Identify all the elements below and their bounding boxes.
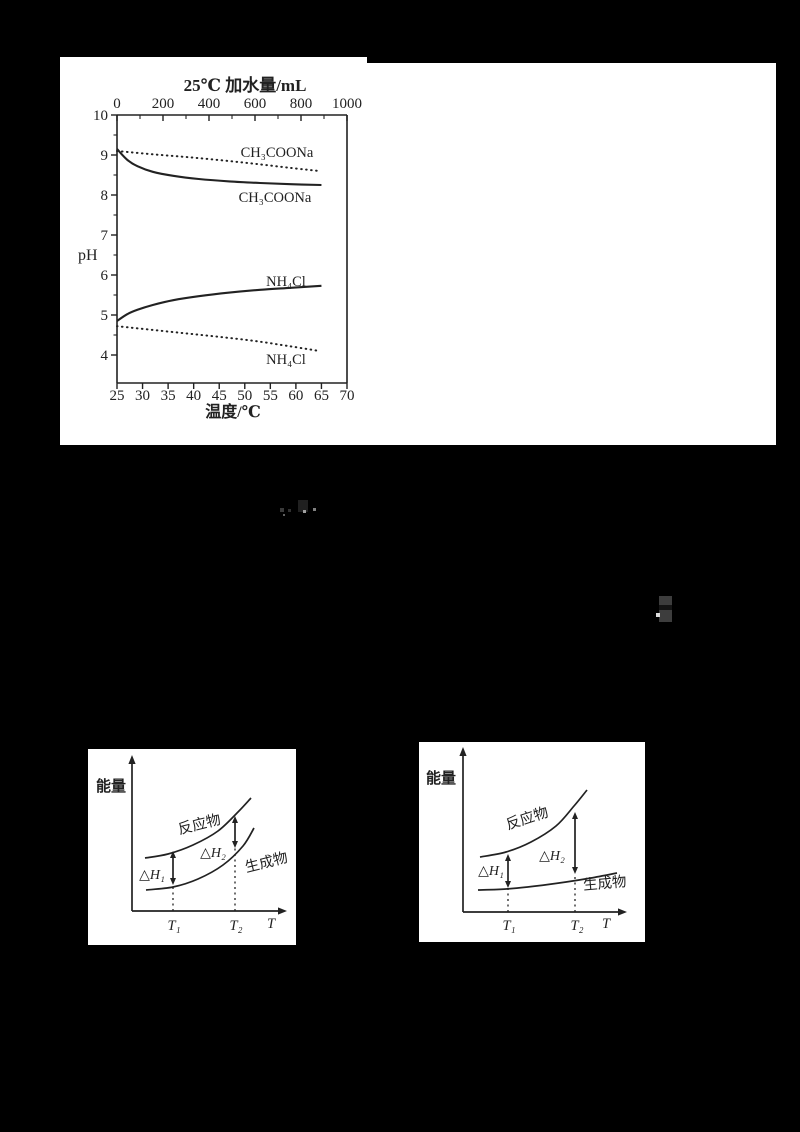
tick-label: 40 bbox=[186, 388, 201, 404]
artifact-speck bbox=[288, 509, 291, 512]
delta-h1-label: △H₁ bbox=[139, 868, 165, 883]
tick-label: 400 bbox=[198, 96, 221, 112]
ph-chart-panel: 0 200 400 600 800 1000 10 9 8 7 6 5 4 25 30 35 40 45 50 55 6… bbox=[60, 57, 776, 445]
t-axis-label: T bbox=[602, 916, 611, 932]
series-curve bbox=[116, 284, 322, 322]
tick-label: 1000 bbox=[332, 96, 362, 112]
energy-plot-layer bbox=[128, 755, 287, 915]
energy-diagram-left-svg: 能量 反应物 生成物 △H₁ △H₂ T₁ T₂ T bbox=[96, 755, 290, 934]
reactant-label: 反应物 bbox=[504, 803, 551, 834]
tick-label: 7 bbox=[101, 228, 109, 244]
energy-axis-label: 能量 bbox=[426, 769, 456, 787]
tick-label: 200 bbox=[152, 96, 175, 112]
series-curve bbox=[116, 325, 321, 352]
ph-chart-title: 25℃ 加水量/mL bbox=[184, 75, 307, 95]
tick-label: 600 bbox=[244, 96, 267, 112]
tick-label: 10 bbox=[93, 108, 108, 124]
t1-tick-label: T₁ bbox=[502, 918, 515, 934]
artifact-speck bbox=[659, 605, 672, 610]
product-label: 生成物 bbox=[582, 873, 627, 894]
curve-label-ammonium-dotted: NH₄Cl bbox=[266, 352, 306, 368]
tick-label: 0 bbox=[113, 96, 121, 112]
energy-plot-layer bbox=[459, 747, 627, 916]
artifact-speck bbox=[313, 508, 316, 511]
tick-label: 800 bbox=[290, 96, 313, 112]
reactant-label: 反应物 bbox=[176, 810, 223, 838]
artifact-speck bbox=[298, 500, 308, 512]
tick-label: 5 bbox=[101, 308, 109, 324]
tick-label: 70 bbox=[340, 388, 355, 404]
tick-label: 8 bbox=[101, 188, 109, 204]
artifact-speck bbox=[656, 613, 660, 617]
tick-label: 25 bbox=[110, 388, 125, 404]
delta-h2-label: △H₂ bbox=[539, 849, 565, 864]
panel-top-edge-notch bbox=[367, 57, 776, 63]
series-curve bbox=[116, 148, 322, 187]
t2-tick-label: T₂ bbox=[229, 918, 242, 934]
tick-label: 60 bbox=[288, 388, 303, 404]
curve-label-acetate-solid: CH₃COONa bbox=[239, 190, 312, 206]
tick-label: 50 bbox=[237, 388, 252, 404]
tick-label: 45 bbox=[212, 388, 227, 404]
tick-label: 30 bbox=[135, 388, 150, 404]
tick-label: 65 bbox=[314, 388, 329, 404]
ph-axis-label: pH bbox=[78, 247, 98, 264]
artifact-speck bbox=[303, 510, 306, 513]
curve-label-ammonium-solid: NH₄Cl bbox=[266, 274, 306, 290]
tick-label: 55 bbox=[263, 388, 278, 404]
tick-label: 6 bbox=[101, 268, 109, 284]
curve-label-acetate-dotted: CH₃COONa bbox=[241, 145, 314, 161]
artifact-speck bbox=[283, 514, 285, 516]
t2-tick-label: T₂ bbox=[570, 918, 583, 934]
artifact-speck bbox=[280, 508, 284, 512]
series-curve bbox=[116, 150, 321, 172]
tick-label: 35 bbox=[161, 388, 176, 404]
tick-label: 4 bbox=[101, 348, 109, 364]
energy-diagram-right-svg: 能量 反应物 生成物 △H₁ △H₂ T₁ T₂ T bbox=[426, 747, 627, 934]
t-axis-label: T bbox=[267, 916, 276, 932]
product-label: 生成物 bbox=[243, 849, 289, 876]
energy-axis-label: 能量 bbox=[96, 777, 126, 795]
temperature-axis-label: 温度/℃ bbox=[204, 402, 261, 421]
t1-tick-label: T₁ bbox=[167, 918, 180, 934]
delta-h2-label: △H₂ bbox=[200, 846, 226, 861]
delta-h1-label: △H₁ bbox=[478, 864, 504, 879]
energy-diagram-left-panel: 能量 反应物 生成物 △H₁ △H₂ T₁ T₂ T bbox=[88, 749, 296, 945]
tick-label: 9 bbox=[101, 148, 109, 164]
energy-diagram-right-panel: 能量 反应物 生成物 △H₁ △H₂ T₁ T₂ T bbox=[419, 742, 645, 942]
